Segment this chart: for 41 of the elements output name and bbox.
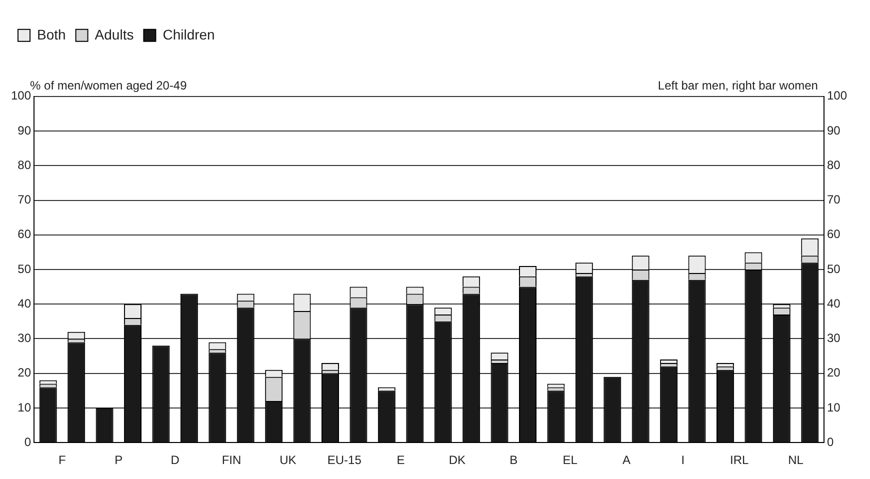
x-tick-label: FIN [222,453,242,468]
x-tick-label: I [681,453,685,468]
y2-tick-label: 80 [826,158,841,172]
y-tick-label: 60 [18,227,32,242]
y-tick-label: 40 [18,296,32,310]
y-tick-label: 10 [18,400,32,414]
legend-label: Adults [94,26,134,42]
x-tick-label: F [58,453,66,468]
x-tick-label: EL [562,453,578,468]
y2-tick-label: 70 [826,192,841,207]
x-tick-label: E [396,453,405,468]
y-tick-label: 90 [18,123,32,138]
y2-tick-label: 0 [826,434,834,449]
y2-tick-label: 50 [826,262,841,276]
y2-tick-label: 20 [826,366,841,380]
x-tick-label: D [170,453,180,468]
x-tick-label: DK [448,453,466,468]
x-tick-label: UK [280,453,296,468]
y2-tick-label: 30 [826,331,841,346]
y2-tick-label: 10 [826,400,841,414]
y2-tick-label: 90 [826,123,841,138]
x-tick-label: B [510,453,518,468]
y2-tick-label: 100 [826,88,848,103]
legend-label: Both [37,26,66,42]
x-tick-label: NL [788,453,804,468]
y2-tick-label: 60 [826,227,841,242]
y-tick-label: 30 [18,331,32,346]
x-tick-label: A [622,453,630,468]
y-axis-title: % of men/women aged 20-49 [30,78,188,93]
y2-tick-label: 40 [826,296,841,310]
y-tick-label: 0 [24,434,32,449]
x-tick-label: P [114,453,123,468]
y-tick-label: 20 [18,366,32,380]
x-tick-label: EU-15 [327,453,362,468]
y-tick-label: 70 [18,192,32,207]
y-tick-label: 80 [18,158,32,172]
x-tick-label: IRL [730,453,749,468]
y-tick-label: 100 [10,88,32,103]
legend-label: Children [162,26,215,42]
text: Left bar men, right bar women [658,78,818,93]
y-tick-label: 50 [18,262,32,276]
